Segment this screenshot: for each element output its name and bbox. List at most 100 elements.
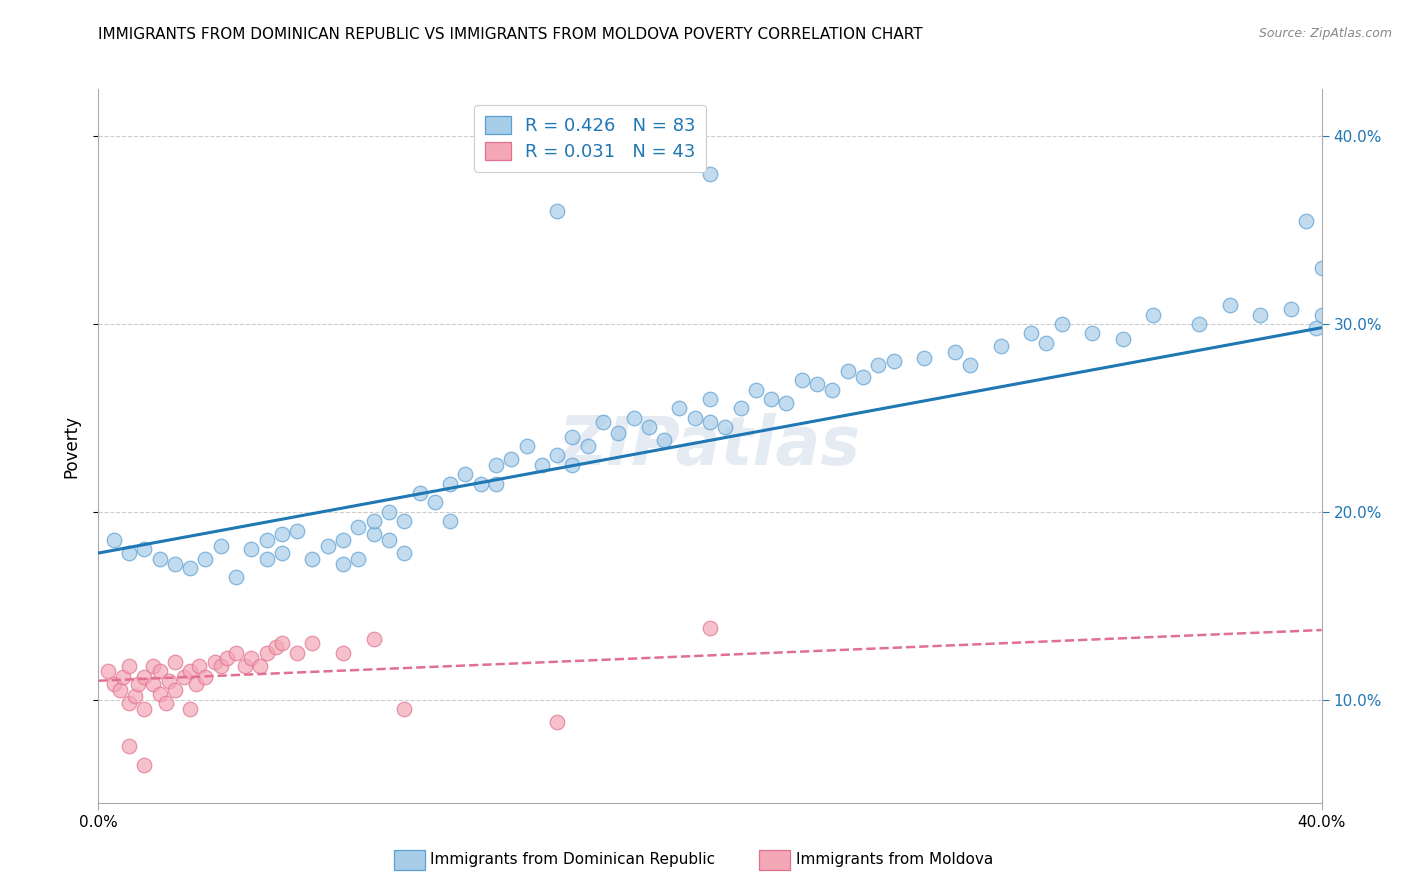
- Point: [699, 167, 721, 181]
- Point: [516, 439, 538, 453]
- Point: [256, 551, 278, 566]
- Point: [1305, 320, 1327, 334]
- Point: [1142, 308, 1164, 322]
- Point: [163, 558, 186, 572]
- Point: [959, 358, 981, 372]
- Point: [1050, 317, 1073, 331]
- Point: [134, 758, 156, 772]
- Point: [256, 533, 278, 547]
- Point: [285, 646, 308, 660]
- Point: [883, 354, 905, 368]
- Point: [157, 673, 180, 688]
- Point: [179, 665, 201, 679]
- Point: [103, 677, 125, 691]
- Point: [256, 646, 278, 660]
- Point: [149, 687, 172, 701]
- Point: [301, 551, 323, 566]
- Point: [332, 646, 354, 660]
- Point: [990, 339, 1012, 353]
- Point: [408, 486, 430, 500]
- Point: [759, 392, 782, 406]
- Point: [188, 658, 211, 673]
- Point: [1249, 308, 1271, 322]
- Point: [215, 651, 238, 665]
- Point: [97, 665, 120, 679]
- Text: Source: ZipAtlas.com: Source: ZipAtlas.com: [1258, 27, 1392, 40]
- Point: [439, 476, 461, 491]
- Point: [392, 702, 416, 716]
- Point: [270, 527, 292, 541]
- Point: [163, 655, 186, 669]
- Point: [204, 655, 226, 669]
- Point: [683, 410, 706, 425]
- Point: [378, 533, 401, 547]
- Point: [347, 551, 370, 566]
- Point: [1188, 317, 1211, 331]
- Point: [209, 658, 232, 673]
- Point: [1112, 332, 1135, 346]
- Point: [501, 452, 523, 467]
- Point: [714, 420, 737, 434]
- Point: [347, 520, 370, 534]
- Point: [134, 702, 156, 716]
- Point: [668, 401, 690, 416]
- Point: [652, 434, 675, 448]
- Y-axis label: Poverty: Poverty: [62, 415, 80, 477]
- Point: [316, 539, 339, 553]
- Point: [332, 533, 354, 547]
- Point: [485, 458, 508, 472]
- Point: [163, 683, 186, 698]
- Point: [186, 677, 208, 691]
- Text: ZIPatlas: ZIPatlas: [560, 413, 860, 479]
- Point: [485, 476, 508, 491]
- Point: [363, 527, 385, 541]
- Text: Immigrants from Moldova: Immigrants from Moldova: [796, 853, 993, 867]
- Point: [1019, 326, 1042, 341]
- Point: [790, 373, 813, 387]
- Point: [124, 689, 146, 703]
- Point: [134, 670, 156, 684]
- Point: [270, 546, 292, 560]
- Point: [439, 514, 461, 528]
- Point: [233, 658, 256, 673]
- Point: [576, 439, 599, 453]
- Point: [149, 665, 172, 679]
- Point: [1295, 213, 1317, 227]
- Point: [546, 204, 568, 219]
- Point: [118, 658, 141, 673]
- Point: [118, 546, 141, 560]
- Point: [332, 558, 354, 572]
- Point: [249, 658, 271, 673]
- Point: [1310, 308, 1333, 322]
- Point: [194, 551, 217, 566]
- Point: [852, 369, 875, 384]
- Point: [363, 514, 385, 528]
- Point: [108, 683, 131, 698]
- Point: [1279, 301, 1302, 316]
- Point: [173, 670, 195, 684]
- Point: [194, 670, 217, 684]
- Point: [592, 415, 614, 429]
- Point: [530, 458, 553, 472]
- Point: [637, 420, 661, 434]
- Point: [607, 425, 630, 440]
- Point: [821, 383, 844, 397]
- Point: [264, 640, 287, 654]
- Point: [270, 636, 292, 650]
- Point: [111, 670, 134, 684]
- Point: [745, 383, 768, 397]
- Point: [470, 476, 492, 491]
- Point: [118, 739, 141, 754]
- Point: [1219, 298, 1241, 312]
- Point: [1081, 326, 1104, 341]
- Point: [134, 542, 156, 557]
- Point: [225, 646, 247, 660]
- Point: [699, 392, 721, 406]
- Point: [1310, 260, 1333, 275]
- Point: [868, 358, 890, 372]
- Point: [623, 410, 645, 425]
- Point: [699, 415, 721, 429]
- Point: [546, 714, 568, 729]
- Point: [209, 539, 232, 553]
- Point: [806, 377, 828, 392]
